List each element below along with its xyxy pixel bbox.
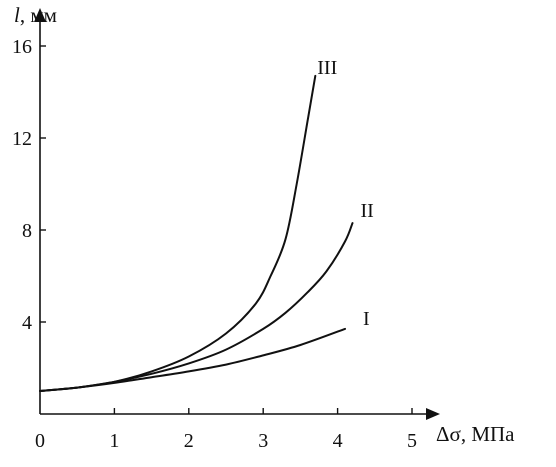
series-label-I: I [363, 308, 370, 330]
series-label-II: II [360, 200, 373, 222]
y-axis-arrow [34, 8, 46, 22]
y-tick-label: 16 [12, 36, 32, 58]
series-line-III [39, 74, 317, 392]
x-tick-label: 5 [407, 430, 417, 452]
y-axis-title: l, мм [14, 3, 57, 27]
x-tick-label: 0 [35, 430, 45, 452]
x-tick-label: 2 [184, 430, 194, 452]
y-tick-label: 8 [22, 220, 32, 242]
y-axis-unit: , мм [20, 3, 57, 27]
axes [34, 8, 440, 420]
x-axis-arrow [426, 408, 440, 420]
x-axis-title: Δσ, МПа [436, 422, 515, 446]
y-tick-label: 4 [22, 312, 32, 334]
y-ticks: 4 8 12 16 [12, 36, 46, 334]
x-tick-label: 3 [258, 430, 268, 452]
y-tick-label: 12 [12, 128, 32, 150]
series-line-I [39, 327, 346, 392]
series-label-III: III [317, 57, 337, 79]
y-axis-var: l [14, 3, 20, 27]
x-ticks: 0 1 2 3 4 5 [35, 408, 417, 452]
x-tick-label: 4 [333, 430, 343, 452]
series-line-II [39, 222, 354, 392]
x-tick-label: 1 [109, 430, 119, 452]
curves [39, 74, 354, 392]
